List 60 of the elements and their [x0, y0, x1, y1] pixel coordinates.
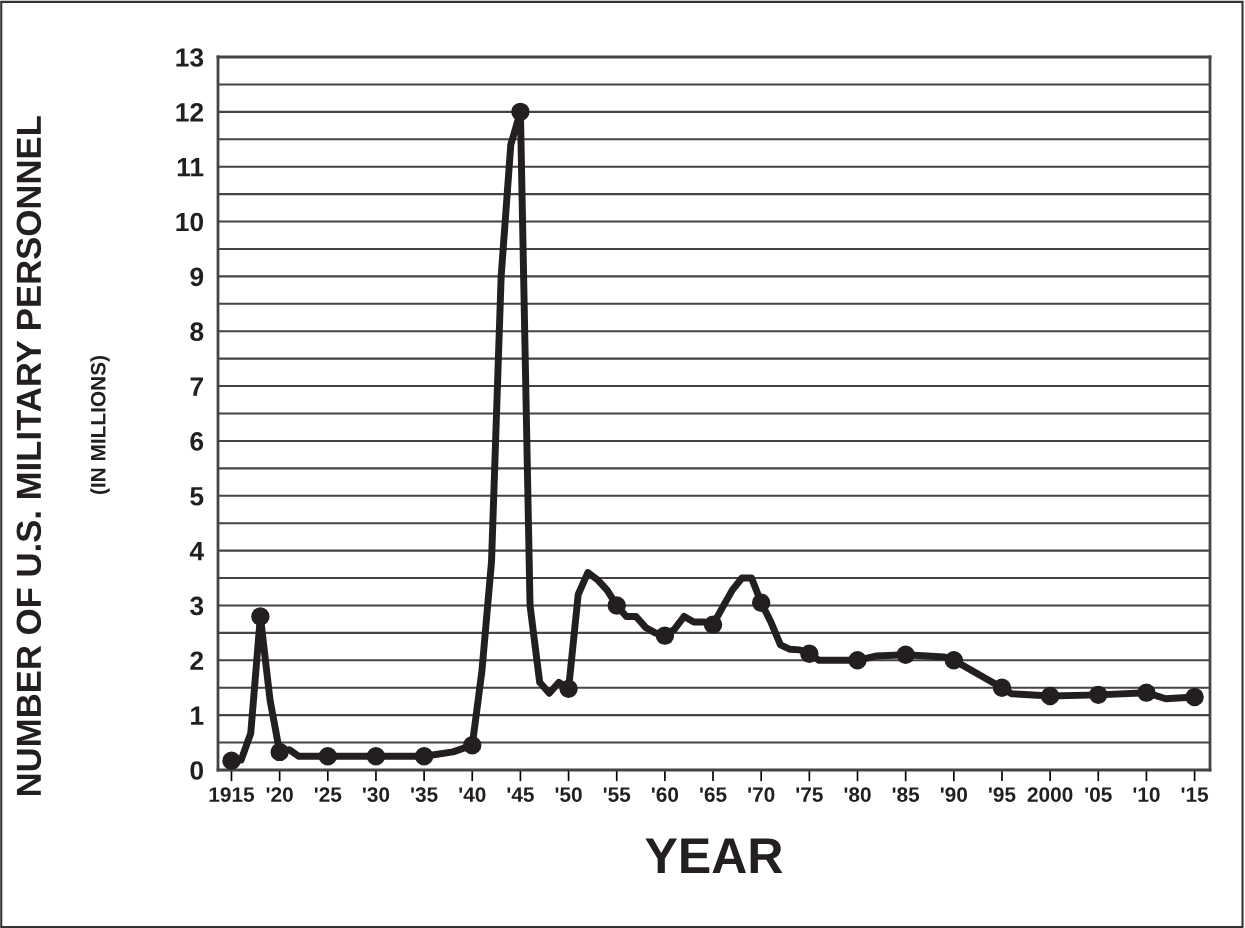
x-tick-label: '20 — [266, 787, 293, 802]
x-tick-label: '90 — [940, 787, 968, 802]
x-tick-label: '50 — [555, 787, 582, 802]
x-tick-label: '05 — [1085, 787, 1112, 802]
point — [1137, 683, 1156, 702]
x-tick-label: '60 — [651, 787, 679, 802]
x-tick-label: '85 — [892, 787, 920, 802]
y-tick-label: 6 — [190, 432, 204, 451]
y-tick-label: 9 — [190, 267, 204, 287]
x-tick-label: '40 — [459, 787, 486, 802]
point — [655, 626, 675, 645]
x-tick-label: 2000 — [1027, 787, 1073, 802]
point — [1089, 685, 1108, 705]
x-tick-label: '35 — [411, 787, 438, 802]
y-tick-label: 13 — [176, 48, 204, 67]
point — [992, 678, 1012, 697]
text: (IN MILLIONS) — [90, 356, 110, 494]
y-tick-label: 2 — [190, 651, 204, 670]
point — [414, 747, 434, 766]
x-tick-label: 1915 — [209, 787, 255, 802]
point — [251, 607, 270, 626]
x-tick-label: '55 — [603, 787, 631, 802]
x-tick-label: '70 — [748, 787, 775, 802]
point — [318, 747, 337, 766]
y-axis-title: NUMBER OF U.S. MILITARY PERSONNEL — [16, 116, 42, 796]
point — [366, 747, 386, 766]
x-tick-label: '30 — [363, 787, 390, 802]
y-tick-label: 1 — [191, 706, 204, 725]
point — [222, 751, 241, 770]
x-tick-label: '75 — [796, 787, 823, 802]
x-tick-label: '65 — [700, 787, 727, 802]
point — [800, 644, 819, 663]
y-tick-label: 0 — [190, 761, 204, 780]
y-tick-label: 12 — [176, 102, 204, 122]
y-tick-label: 8 — [190, 322, 204, 342]
point — [944, 651, 964, 670]
x-tick-label: '10 — [1133, 787, 1160, 802]
point — [607, 596, 626, 615]
point — [1040, 686, 1060, 706]
x-tick-label: '80 — [844, 787, 871, 802]
point — [511, 102, 530, 122]
y-tick-label: 11 — [177, 158, 204, 177]
y-tick-label: 3 — [190, 596, 204, 616]
x-tick-label: '25 — [314, 787, 342, 802]
x-tick-label: '95 — [989, 787, 1016, 802]
y-tick-label: 7 — [190, 377, 203, 396]
point — [751, 593, 771, 612]
point — [1185, 687, 1204, 707]
x-tick-label: '45 — [507, 787, 534, 802]
point — [848, 651, 867, 670]
y-tick-label: 5 — [190, 487, 204, 506]
point — [559, 679, 578, 699]
point — [463, 736, 482, 755]
point — [703, 615, 723, 634]
x-axis-title: YEAR — [645, 838, 783, 873]
point — [896, 645, 915, 665]
x-tick-label: '15 — [1181, 787, 1209, 802]
y-tick-label: 10 — [176, 212, 204, 232]
y-tick-label: 4 — [189, 542, 204, 561]
point — [270, 742, 289, 762]
